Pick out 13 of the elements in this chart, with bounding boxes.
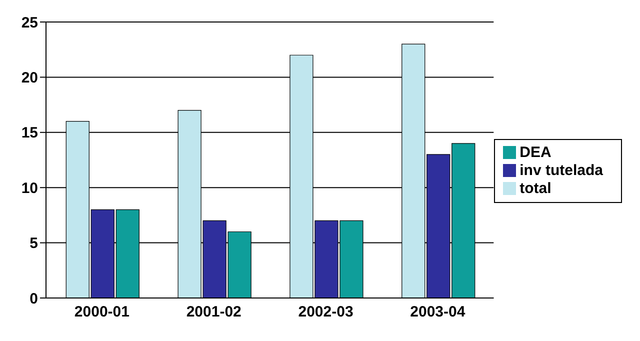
y-tick-label: 5 <box>30 235 38 252</box>
x-tick-label: 2000-01 <box>74 304 130 321</box>
y-tick-label: 25 <box>21 14 38 32</box>
x-tick-label: 2001-02 <box>186 304 242 321</box>
y-tick-label: 15 <box>21 124 38 142</box>
legend-label: DEA <box>520 144 552 160</box>
y-tick-label: 20 <box>21 70 38 87</box>
x-tick-label: 2003-04 <box>410 304 466 321</box>
legend-label: total <box>520 180 552 196</box>
y-tick-label: 0 <box>30 290 38 308</box>
legend-label: inv tutelada <box>520 162 603 178</box>
y-tick-label: 10 <box>21 180 38 197</box>
x-tick-label: 2002-03 <box>298 304 354 321</box>
